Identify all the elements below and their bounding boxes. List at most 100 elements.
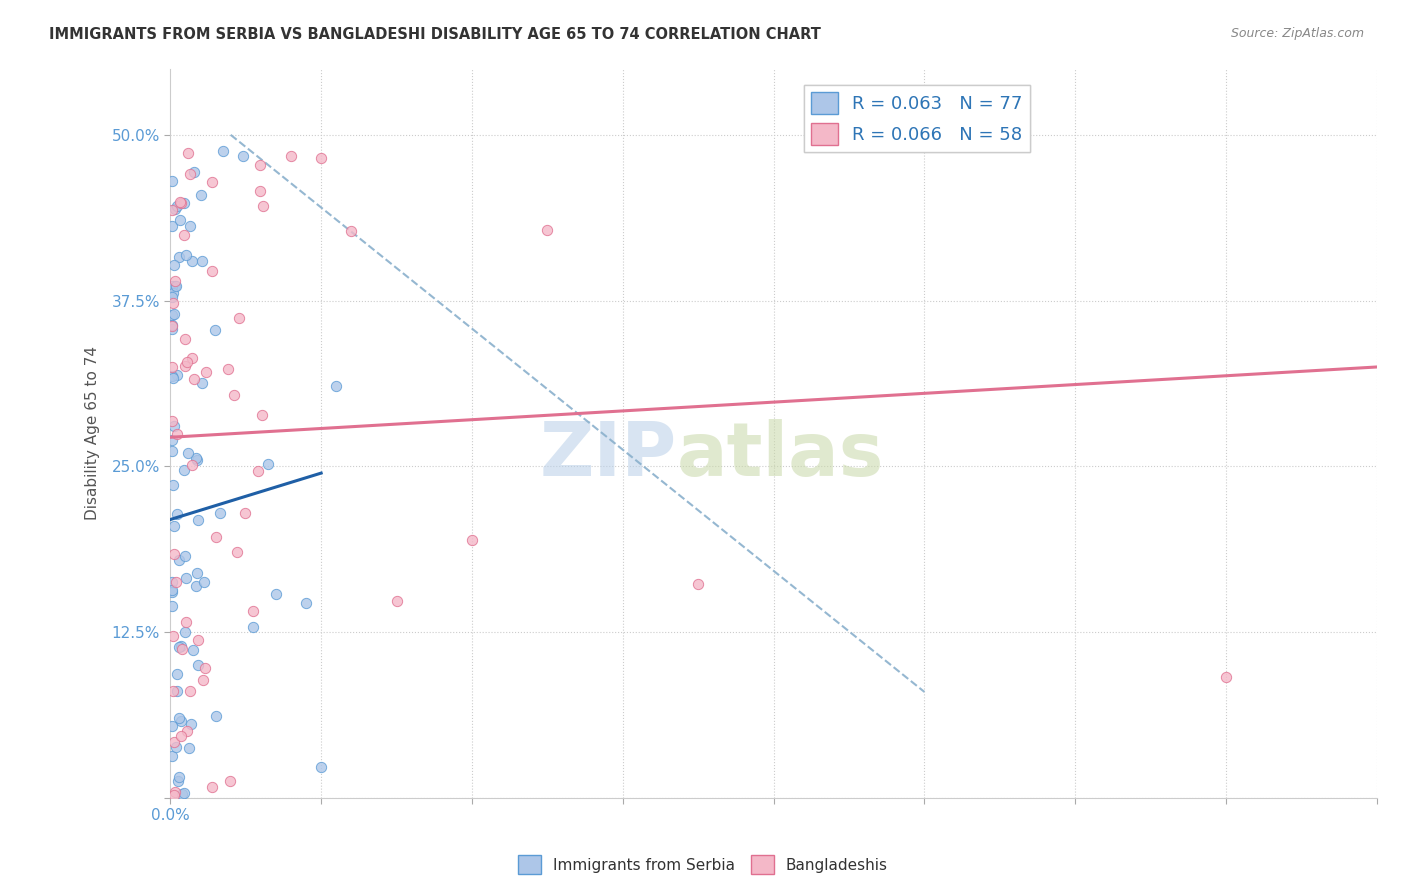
Point <box>163 418 186 433</box>
Point <box>163 258 186 272</box>
Point <box>1215 670 1237 684</box>
Point <box>205 709 228 723</box>
Point <box>162 748 184 763</box>
Point <box>170 714 193 728</box>
Text: atlas: atlas <box>678 418 884 491</box>
Point <box>187 658 209 673</box>
Point <box>187 513 209 527</box>
Point <box>174 359 197 373</box>
Point <box>193 661 215 675</box>
Point <box>162 629 184 643</box>
Point <box>173 463 195 477</box>
Point <box>176 723 198 738</box>
Point <box>174 549 197 564</box>
Point <box>211 144 233 158</box>
Text: Source: ZipAtlas.com: Source: ZipAtlas.com <box>1230 27 1364 40</box>
Point <box>309 151 332 165</box>
Point <box>172 787 194 801</box>
Point <box>170 196 193 211</box>
Point <box>174 625 197 640</box>
Point <box>177 446 200 460</box>
Point <box>280 149 302 163</box>
Point <box>224 388 246 402</box>
Point <box>169 195 191 210</box>
Point <box>252 199 274 213</box>
Point <box>183 164 205 178</box>
Point <box>162 286 184 301</box>
Point <box>160 582 183 597</box>
Point <box>232 149 254 163</box>
Point <box>228 311 250 326</box>
Point <box>191 254 214 268</box>
Point <box>179 684 201 698</box>
Point <box>162 371 184 385</box>
Point <box>249 158 271 172</box>
Point <box>340 224 363 238</box>
Point <box>183 642 205 657</box>
Legend: Immigrants from Serbia, Bangladeshis: Immigrants from Serbia, Bangladeshis <box>512 849 894 880</box>
Point <box>204 323 226 337</box>
Text: IMMIGRANTS FROM SERBIA VS BANGLADESHI DISABILITY AGE 65 TO 74 CORRELATION CHART: IMMIGRANTS FROM SERBIA VS BANGLADESHI DI… <box>49 27 821 42</box>
Point <box>219 774 242 789</box>
Point <box>181 351 204 365</box>
Point <box>204 530 226 544</box>
Point <box>193 575 215 590</box>
Point <box>160 434 183 448</box>
Point <box>249 184 271 198</box>
Point <box>181 458 204 472</box>
Point <box>246 464 269 478</box>
Point <box>174 248 197 262</box>
Point <box>162 307 184 321</box>
Point <box>160 719 183 733</box>
Point <box>536 223 558 237</box>
Point <box>160 290 183 304</box>
Point <box>242 620 264 634</box>
Point <box>169 212 191 227</box>
Point <box>160 174 183 188</box>
Point <box>257 457 280 471</box>
Point <box>163 785 186 799</box>
Point <box>163 547 186 561</box>
Point <box>160 318 183 333</box>
Point <box>162 477 184 491</box>
Point <box>264 587 287 601</box>
Point <box>174 615 197 629</box>
Point <box>166 368 188 382</box>
Point <box>167 711 190 725</box>
Point <box>184 579 207 593</box>
Point <box>163 788 186 802</box>
Point <box>217 362 239 376</box>
Point <box>160 279 183 293</box>
Point <box>295 596 318 610</box>
Point <box>163 278 186 293</box>
Point <box>173 786 195 800</box>
Point <box>160 322 183 336</box>
Point <box>165 279 187 293</box>
Point <box>160 368 183 383</box>
Point <box>166 427 188 442</box>
Text: ZIP: ZIP <box>540 418 678 491</box>
Point <box>165 274 187 288</box>
Point <box>186 452 208 467</box>
Point <box>385 594 408 608</box>
Point <box>309 760 332 774</box>
Point <box>233 507 256 521</box>
Point <box>160 360 183 375</box>
Point <box>208 506 231 520</box>
Point <box>177 145 200 160</box>
Point <box>160 318 183 332</box>
Point <box>177 741 200 756</box>
Point <box>160 219 183 233</box>
Point <box>174 332 197 346</box>
Point <box>170 639 193 653</box>
Point <box>176 355 198 369</box>
Point <box>191 376 214 391</box>
Point <box>186 633 208 648</box>
Point <box>183 372 205 386</box>
Point <box>173 196 195 211</box>
Point <box>160 414 183 428</box>
Point <box>166 199 188 213</box>
Point <box>225 545 247 559</box>
Point <box>461 533 484 548</box>
Point <box>162 296 184 310</box>
